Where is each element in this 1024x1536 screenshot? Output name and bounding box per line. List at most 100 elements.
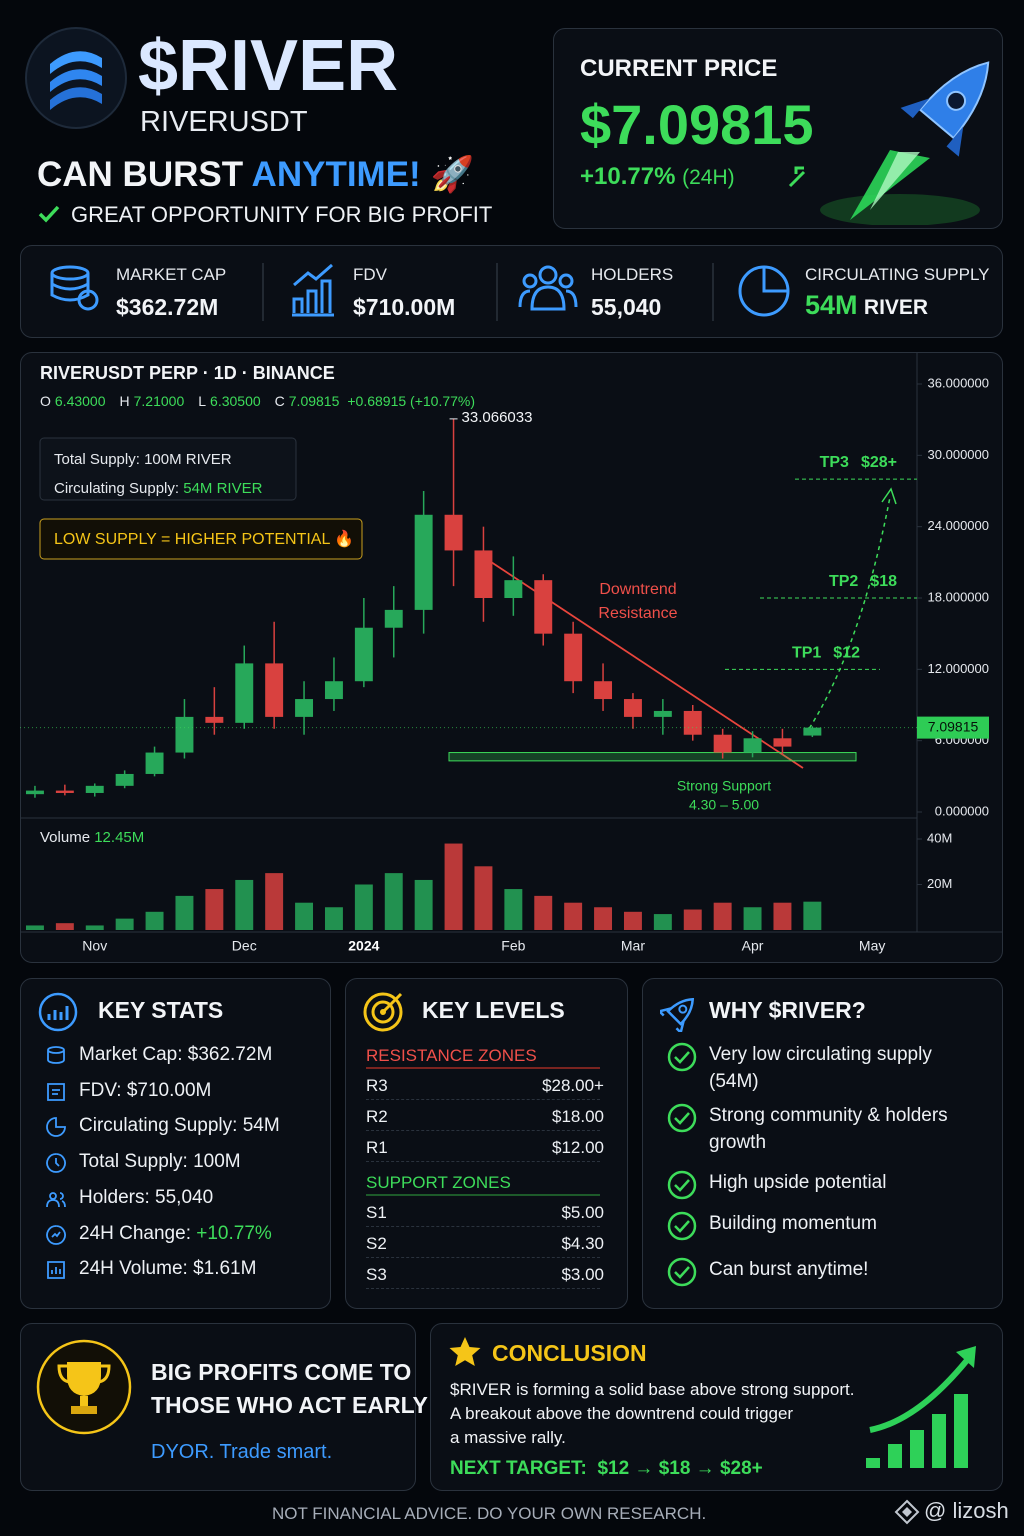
level-price: $5.00 [561, 1203, 604, 1222]
why-check-circle [667, 1042, 697, 1072]
volume-bar [175, 895, 194, 930]
why-check-mark [674, 1266, 690, 1279]
x-tick-label: Dec [232, 938, 257, 954]
level-name: R3 [366, 1076, 388, 1095]
conclusion-card [430, 1323, 1003, 1491]
supply-value: 54M [805, 290, 858, 320]
stat-value: 54M RIVER [805, 292, 928, 319]
target-label: TP1 $12 [792, 645, 860, 662]
why-check-mark [674, 1220, 690, 1233]
level-rule [366, 1288, 600, 1289]
tagline-b: ANYTIME! [251, 155, 421, 194]
why-line: Can burst anytime! [709, 1259, 869, 1280]
volume-bar [474, 866, 493, 930]
disclaimer: NOT FINANCIAL ADVICE. DO YOUR OWN RESEAR… [272, 1504, 707, 1523]
candle-body [743, 738, 762, 753]
why-check-circle [667, 1257, 697, 1287]
conclusion-line: a massive rally. [450, 1428, 566, 1447]
why-check-mark [674, 1112, 690, 1125]
why-line: Strong community & holders [709, 1105, 948, 1126]
last-price-label: 7.09815 [928, 718, 979, 734]
trend-label: Downtrend [599, 581, 676, 598]
target-name: TP1 [792, 645, 821, 662]
next-target: NEXT TARGET: $12 → $18 → $28+ [450, 1459, 763, 1478]
why-line: growth [709, 1132, 767, 1153]
info-line: Total Supply: 100M RIVER [54, 451, 232, 468]
target-name: TP3 [820, 454, 849, 471]
candle-body [295, 699, 314, 717]
stat-icon [46, 1224, 66, 1245]
support-title: SUPPORT ZONES [366, 1173, 511, 1192]
stat-label: HOLDERS [591, 265, 674, 284]
y-tick-label: 24.000000 [928, 518, 989, 533]
stat-row-label: 24H Volume: [79, 1258, 188, 1280]
level-rule [366, 1226, 600, 1227]
ohlc-key: C [275, 393, 285, 409]
stat-icon [47, 1082, 65, 1101]
handle-icon [894, 1499, 920, 1525]
logo [25, 27, 127, 129]
volume-bar [683, 909, 702, 930]
tagline-icon: 🚀 [430, 155, 475, 194]
candle-body [384, 609, 403, 628]
info-value: 100M RIVER [144, 451, 232, 468]
y-tick-label: 36.000000 [928, 375, 989, 390]
target-label: TP3 $28+ [820, 454, 897, 471]
candle-body [474, 550, 493, 598]
stat-icon-path [46, 1191, 66, 1207]
volume-bar [773, 902, 792, 930]
why-check-mark [674, 1179, 690, 1192]
level-name: R2 [366, 1107, 388, 1126]
candle-body [803, 727, 822, 736]
volume-tick-label: 40M [927, 830, 952, 845]
subtagline: GREAT OPPORTUNITY FOR BIG PROFIT [71, 202, 493, 227]
stat-icon [47, 1046, 65, 1064]
candle-body [444, 514, 463, 551]
stat-row: Circulating Supply: 54M [79, 1116, 280, 1135]
candle-body [594, 681, 613, 700]
candle-body [653, 710, 672, 717]
conclusion-line: $RIVER is forming a solid base above str… [450, 1380, 855, 1399]
stat-row: Market Cap: $362.72M [79, 1045, 272, 1064]
level-price: $3.00 [561, 1265, 604, 1284]
price-change: +10.77% (24H) [580, 165, 735, 189]
volume-bar [743, 907, 762, 930]
last-price-tag [917, 716, 989, 739]
volume-bar [235, 879, 254, 930]
badge: LOW SUPPLY = HIGHER POTENTIAL 🔥 [54, 529, 354, 548]
ohlc-value: 6.30500 [210, 393, 261, 409]
candle-body [25, 790, 44, 795]
stat-row: Total Supply: 100M [79, 1152, 241, 1171]
info-label: Total Supply: [54, 451, 140, 468]
support-label: 4.30 – 5.00 [689, 797, 759, 813]
level-name: S2 [366, 1234, 387, 1253]
ohlc-value: 6.43000 [55, 393, 106, 409]
key-stats-icon [38, 992, 78, 1032]
projection-arrow [881, 487, 897, 505]
candle-body [115, 773, 134, 786]
ohlc-value: 7.21000 [134, 393, 185, 409]
volume-bar [504, 889, 523, 930]
volume-bar [564, 902, 583, 930]
level-price: $12.00 [552, 1138, 604, 1157]
candle-body [534, 580, 553, 634]
candle-body [713, 734, 732, 753]
cta-line: THOSE WHO ACT EARLY! [151, 1392, 436, 1418]
chart: RIVERUSDT PERP · 1D · BINANCE Total Supp… [20, 352, 1002, 954]
info-value: 54M RIVER [183, 480, 262, 497]
candle-body [414, 514, 433, 610]
x-tick-label: Nov [82, 938, 107, 954]
price-label: CURRENT PRICE [580, 55, 778, 82]
target-price: $28+ [861, 454, 897, 471]
x-tick-label: Mar [621, 938, 645, 954]
volume-label: Volume 12.45M [40, 829, 144, 846]
stat-icon [46, 1191, 66, 1207]
why-check-circle [667, 1211, 697, 1241]
why-check [667, 1257, 697, 1287]
candle-body [683, 710, 702, 735]
check-icon [38, 205, 60, 223]
stat-row: FDV: $710.00M [79, 1081, 211, 1100]
volume-bar [594, 907, 613, 930]
